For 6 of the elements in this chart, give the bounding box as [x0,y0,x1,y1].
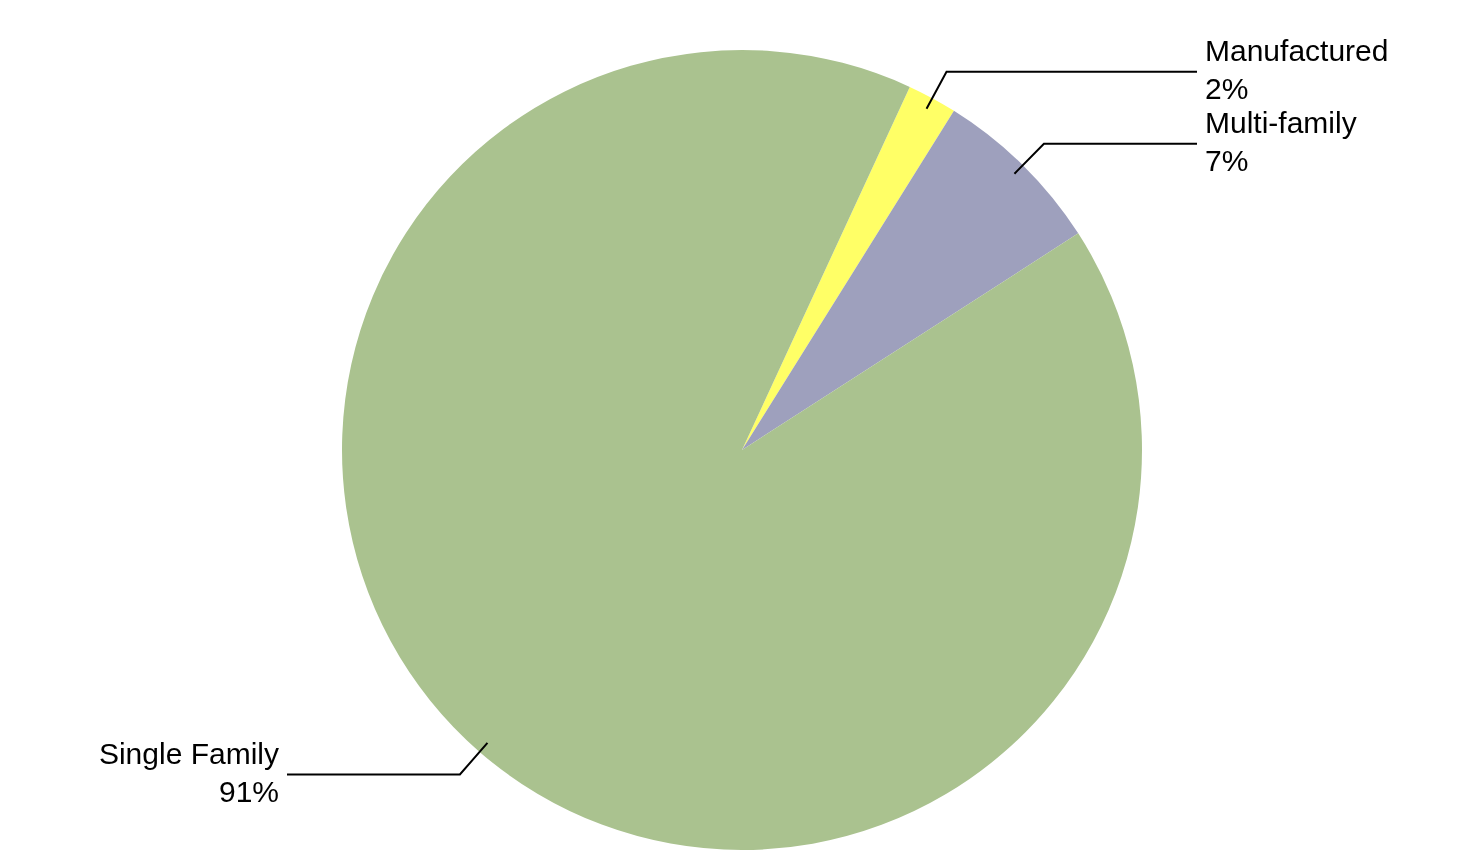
slice-label: Manufactured [1205,34,1389,68]
data-label: 7% [1205,144,1249,178]
slice-label: Multi-family [1205,106,1357,140]
data-label: 91% [218,774,279,808]
slice-label: Single Family [98,736,279,770]
data-label: 2% [1205,72,1249,106]
